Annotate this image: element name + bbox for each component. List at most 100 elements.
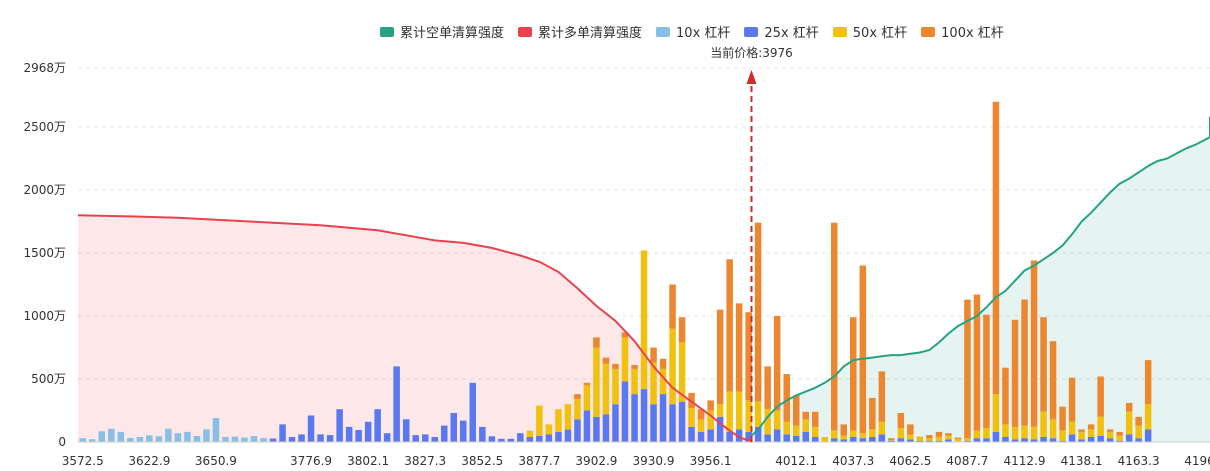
bar-segment-100x bbox=[897, 413, 905, 429]
bar-segment-50x bbox=[1011, 426, 1019, 440]
x-tick-label: 3827.3 bbox=[404, 454, 446, 468]
bar-segment-10x bbox=[136, 437, 144, 442]
bar-segment-25x bbox=[659, 394, 667, 442]
bar-segment-25x bbox=[783, 434, 790, 442]
bar-segment-100x bbox=[602, 357, 610, 364]
bar-segment-50x bbox=[907, 434, 914, 440]
bar-segment-25x bbox=[498, 438, 505, 442]
bar-segment-100x bbox=[1011, 319, 1019, 427]
legend-swatch bbox=[380, 26, 394, 37]
bar-segment-50x bbox=[650, 362, 657, 405]
y-tick-label: 2968万 bbox=[23, 61, 66, 75]
bar-segment-25x bbox=[973, 438, 981, 442]
bar-segment-25x bbox=[383, 433, 391, 442]
bar-segment-50x bbox=[735, 391, 743, 430]
bar-segment-25x bbox=[555, 431, 562, 442]
x-tick-label: 4037.3 bbox=[832, 454, 874, 468]
bar-segment-50x bbox=[926, 438, 933, 441]
bar-segment-50x bbox=[888, 440, 895, 441]
bar-segment-25x bbox=[488, 436, 496, 442]
bar-segment-25x bbox=[1097, 435, 1104, 442]
bar-segment-50x bbox=[1040, 411, 1047, 437]
bar-segment-10x bbox=[174, 433, 182, 442]
legend-item[interactable]: 25x 杠杆 bbox=[744, 22, 819, 41]
y-tick-label: 1000万 bbox=[23, 309, 66, 323]
bar-segment-25x bbox=[279, 424, 286, 442]
x-tick-label: 3902.9 bbox=[575, 454, 617, 468]
bar-segment-25x bbox=[1106, 438, 1114, 442]
bar-segment-10x bbox=[165, 428, 172, 442]
legend-item[interactable]: 累计空单清算强度 bbox=[380, 22, 504, 41]
bar-segment-50x bbox=[631, 368, 638, 395]
bar-segment-25x bbox=[992, 431, 1000, 442]
bar-segment-10x bbox=[212, 418, 220, 442]
legend-label: 100x 杠杆 bbox=[941, 26, 1004, 41]
bar-segment-50x bbox=[612, 368, 619, 405]
bar-segment-25x bbox=[745, 431, 752, 442]
bar-segment-25x bbox=[583, 410, 591, 442]
bar-segment-10x bbox=[79, 438, 86, 442]
bar-segment-10x bbox=[89, 439, 96, 442]
bar-segment-25x bbox=[869, 437, 876, 442]
bar-segment-100x bbox=[954, 437, 962, 439]
x-tick-label: 3802.1 bbox=[347, 454, 389, 468]
x-tick-label: 3956.1 bbox=[690, 454, 732, 468]
bar-segment-50x bbox=[574, 399, 581, 420]
bar-segment-50x bbox=[983, 428, 990, 439]
legend-item[interactable]: 10x 杠杆 bbox=[656, 22, 730, 41]
bar-segment-25x bbox=[850, 437, 857, 442]
bar-segment-10x bbox=[127, 438, 134, 442]
bar-segment-100x bbox=[650, 347, 657, 363]
bar-segment-10x bbox=[108, 428, 115, 442]
bar-segment-50x bbox=[783, 421, 790, 435]
bar-segment-50x bbox=[973, 430, 981, 439]
bar-segment-50x bbox=[526, 430, 534, 437]
bar-segment-100x bbox=[583, 382, 591, 386]
bar-segment-100x bbox=[1059, 406, 1066, 431]
y-tick-label: 1500万 bbox=[23, 246, 66, 260]
bar-segment-50x bbox=[859, 433, 867, 439]
bar-segment-25x bbox=[517, 433, 524, 442]
bar-segment-100x bbox=[669, 284, 676, 329]
legend-item[interactable]: 累计多单清算强度 bbox=[518, 22, 642, 41]
bar-segment-25x bbox=[612, 404, 619, 442]
bar-segment-50x bbox=[840, 435, 847, 440]
bar-segment-25x bbox=[812, 437, 819, 442]
bar-segment-25x bbox=[593, 416, 600, 442]
bar-segment-100x bbox=[831, 222, 838, 431]
bar-segment-100x bbox=[1087, 424, 1095, 430]
bar-segment-50x bbox=[850, 430, 857, 437]
bar-segment-100x bbox=[1040, 317, 1047, 412]
bar-segment-100x bbox=[697, 409, 705, 420]
bar-segment-25x bbox=[964, 440, 971, 442]
bar-segment-10x bbox=[203, 429, 210, 442]
bar-segment-25x bbox=[716, 416, 724, 442]
x-tick-label: 3650.9 bbox=[195, 454, 237, 468]
x-tick-label: 4163.3 bbox=[1118, 454, 1160, 468]
bar-segment-100x bbox=[802, 411, 809, 420]
legend-item[interactable]: 50x 杠杆 bbox=[832, 22, 907, 41]
bar-segment-25x bbox=[688, 426, 695, 442]
bar-segment-100x bbox=[983, 314, 990, 429]
bar-segment-10x bbox=[155, 436, 163, 442]
x-tick-label: 3622.9 bbox=[128, 454, 170, 468]
bar-segment-25x bbox=[726, 431, 733, 442]
bar-segment-50x bbox=[802, 419, 809, 432]
bar-segment-25x bbox=[1040, 437, 1047, 442]
bar-segment-50x bbox=[954, 438, 962, 442]
legend-item[interactable]: 100x 杠杆 bbox=[921, 22, 1004, 41]
bar-segment-25x bbox=[878, 434, 886, 442]
bar-segment-10x bbox=[231, 436, 239, 442]
y-tick-label: 2500万 bbox=[23, 120, 66, 134]
x-tick-label: 4138.1 bbox=[1061, 454, 1103, 468]
bar-segment-25x bbox=[831, 438, 838, 442]
bar-segment-25x bbox=[631, 394, 638, 442]
legend-label: 累计多单清算强度 bbox=[538, 26, 643, 41]
bar-segment-100x bbox=[1068, 377, 1076, 422]
bar-segment-100x bbox=[678, 317, 686, 343]
bar-segment-25x bbox=[431, 437, 438, 442]
bar-segment-25x bbox=[926, 440, 933, 442]
legend-swatch bbox=[832, 26, 847, 37]
bar-segment-25x bbox=[441, 425, 448, 442]
bar-segment-10x bbox=[250, 436, 258, 442]
